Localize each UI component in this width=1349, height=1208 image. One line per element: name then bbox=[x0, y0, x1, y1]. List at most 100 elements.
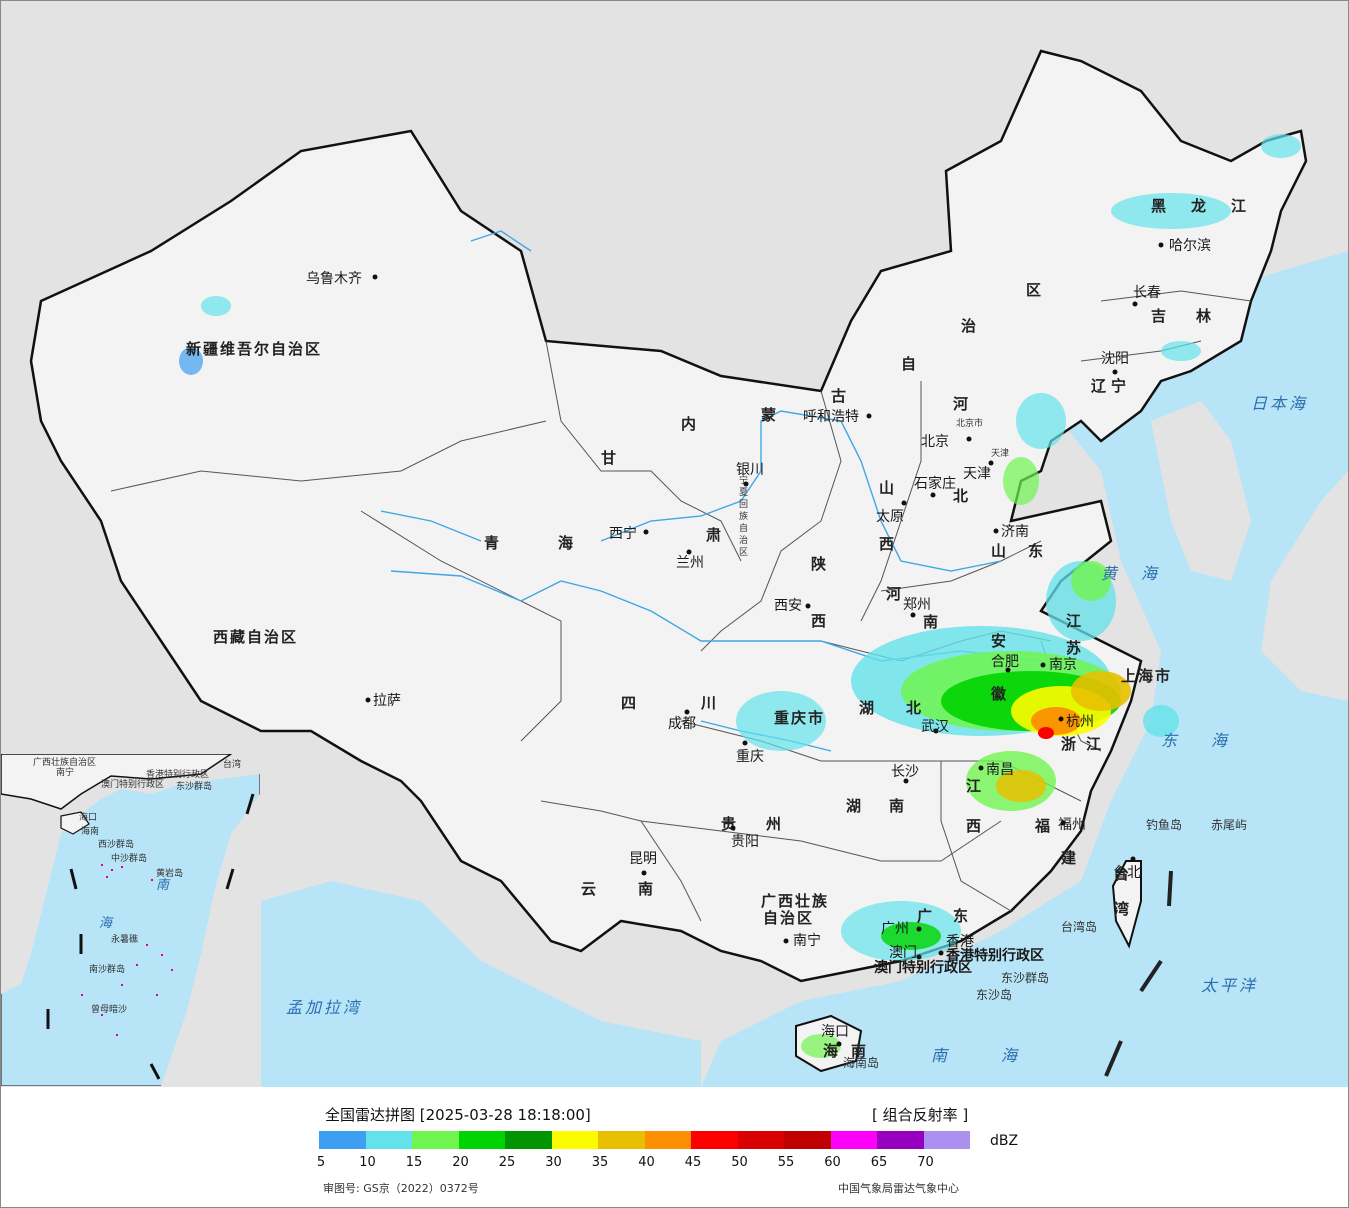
color-swatch bbox=[877, 1131, 924, 1149]
city-marker bbox=[372, 274, 378, 280]
color-swatch bbox=[691, 1131, 738, 1149]
scale-tick-label: 35 bbox=[591, 1155, 609, 1170]
color-scale-bar bbox=[319, 1131, 970, 1149]
city-marker bbox=[783, 938, 789, 944]
city-marker bbox=[1060, 820, 1066, 826]
sea-label: 孟加拉湾 bbox=[286, 998, 362, 1017]
province-label-wan: 湾 bbox=[1114, 900, 1131, 918]
city-marker bbox=[1058, 716, 1064, 722]
province-label-dong: 东 bbox=[1028, 542, 1045, 560]
city-marker bbox=[978, 765, 984, 771]
province-label-hei: 黑 bbox=[1151, 197, 1168, 215]
province-label-bei: 北 bbox=[953, 487, 970, 505]
province-label-nei: 内 bbox=[681, 415, 698, 433]
scale-tick-label: 10 bbox=[359, 1155, 376, 1170]
sea-label: 东 bbox=[1161, 731, 1180, 750]
city-labels: 乌鲁木齐拉萨西宁兰州银川呼和浩特北京天津石家庄太原济南郑州西安成都重庆贵阳昆明南… bbox=[306, 238, 1211, 1047]
province-label-xinjiang: 新疆维吾尔自治区 bbox=[186, 340, 322, 358]
inset-label: 永暑礁 bbox=[111, 933, 138, 945]
province-label-gu: 古 bbox=[831, 387, 848, 405]
color-swatch bbox=[737, 1131, 784, 1149]
province-label-gan: 甘 bbox=[601, 449, 618, 467]
province-label-mo: 澳门特别行政区 bbox=[874, 959, 972, 976]
inset-label: 东沙群岛 bbox=[176, 780, 212, 792]
scale-tick-label: 70 bbox=[917, 1155, 934, 1170]
city-marker bbox=[901, 500, 907, 506]
province-label-nan3: 南 bbox=[638, 880, 655, 898]
province-label-ningxia: 夏 bbox=[739, 487, 748, 498]
scale-tick-label: 5 bbox=[316, 1155, 326, 1170]
agency-name: 中国气象局雷达气象中心 bbox=[838, 1182, 959, 1195]
island-label: 钓鱼岛 bbox=[1146, 817, 1182, 832]
korea-land bbox=[1151, 401, 1251, 581]
sea-label: 海 bbox=[1211, 731, 1230, 750]
inset-label: 海口 bbox=[79, 811, 97, 823]
city-marker bbox=[643, 529, 649, 535]
province-label-jiang: 江 bbox=[1231, 197, 1248, 215]
province-label-zhe: 浙 bbox=[1061, 735, 1078, 753]
inset-label: 澳门特别行政区 bbox=[101, 778, 164, 790]
province-label-jiang3: 江 bbox=[1086, 735, 1103, 753]
province-label-jiang4: 江 bbox=[966, 777, 983, 795]
province-label-xi2: 西 bbox=[811, 612, 828, 630]
province-label-hu: 湖 bbox=[859, 699, 876, 717]
inset-label: 香港特别行政区 bbox=[146, 768, 209, 780]
province-label-ningxia: 回 bbox=[739, 499, 748, 510]
province-label-guang: 广 bbox=[917, 907, 934, 925]
japan-land bbox=[1261, 471, 1348, 701]
inset-label: 海南 bbox=[81, 825, 99, 837]
province-label-ningxia: 区 bbox=[739, 547, 748, 558]
province-label-xi: 西 bbox=[879, 535, 896, 553]
inset-label: 海 bbox=[99, 916, 115, 931]
province-label-shaan: 陕 bbox=[811, 555, 828, 573]
province-label-meng: 蒙 bbox=[761, 406, 778, 424]
city-label: 台北 bbox=[1113, 865, 1141, 881]
province-label-shan: 山 bbox=[879, 479, 896, 497]
province-label-ningxia: 治 bbox=[739, 534, 748, 546]
province-label-hk: 香港特别行政区 bbox=[945, 947, 1044, 964]
city-marker bbox=[365, 697, 371, 703]
sea-label: 海 bbox=[1001, 1046, 1020, 1065]
scale-tick-label: 20 bbox=[452, 1155, 469, 1170]
province-label-bjs: 北京市 bbox=[956, 417, 983, 429]
city-label: 石家庄 bbox=[914, 475, 956, 492]
province-label-jiang2: 江 bbox=[1066, 612, 1083, 630]
city-label: 重庆 bbox=[736, 749, 764, 765]
approval-number: 审图号: GS京（2022）0372号 bbox=[323, 1182, 479, 1195]
city-marker bbox=[730, 825, 736, 831]
province-label-ning: 宁 bbox=[1111, 377, 1128, 395]
city-label: 广州 bbox=[881, 921, 909, 937]
province-label-ningxia: 族 bbox=[739, 510, 748, 522]
city-marker bbox=[910, 612, 916, 618]
sea-boundary-marks bbox=[1104, 870, 1173, 1077]
color-swatch bbox=[551, 1131, 598, 1149]
city-label: 南京 bbox=[1049, 657, 1077, 673]
city-label: 福州 bbox=[1058, 817, 1086, 833]
island-label: 赤尾屿 bbox=[1211, 818, 1247, 832]
island-label: 东沙岛 bbox=[976, 987, 1012, 1002]
province-label-nan4: 南 bbox=[851, 1042, 868, 1060]
province-label-lin: 林 bbox=[1196, 307, 1213, 325]
province-label-shanghai: 上海市 bbox=[1121, 667, 1172, 685]
city-label: 长沙 bbox=[891, 764, 919, 780]
province-label-an: 安 bbox=[991, 632, 1008, 650]
city-marker bbox=[1158, 242, 1164, 248]
inset-label: 南 bbox=[156, 878, 172, 893]
inset-label: 中沙群岛 bbox=[111, 852, 147, 864]
city-label: 成都 bbox=[668, 716, 696, 732]
city-label: 太原 bbox=[876, 509, 904, 525]
city-marker bbox=[641, 870, 647, 876]
city-marker bbox=[933, 728, 939, 734]
city-label: 海口 bbox=[821, 1024, 849, 1040]
province-label-hu2: 湖 bbox=[846, 797, 863, 815]
city-marker bbox=[938, 950, 944, 956]
legend-product: [ 组合反射率 ] bbox=[872, 1106, 969, 1124]
province-label-qu: 区 bbox=[1026, 281, 1043, 299]
scale-tick-label: 50 bbox=[731, 1155, 748, 1170]
city-label: 武汉 bbox=[921, 719, 949, 735]
sea-label: 黄 bbox=[1101, 564, 1120, 583]
sea-label: 日本海 bbox=[1251, 394, 1308, 413]
inset-label: 西沙群岛 bbox=[98, 838, 134, 850]
